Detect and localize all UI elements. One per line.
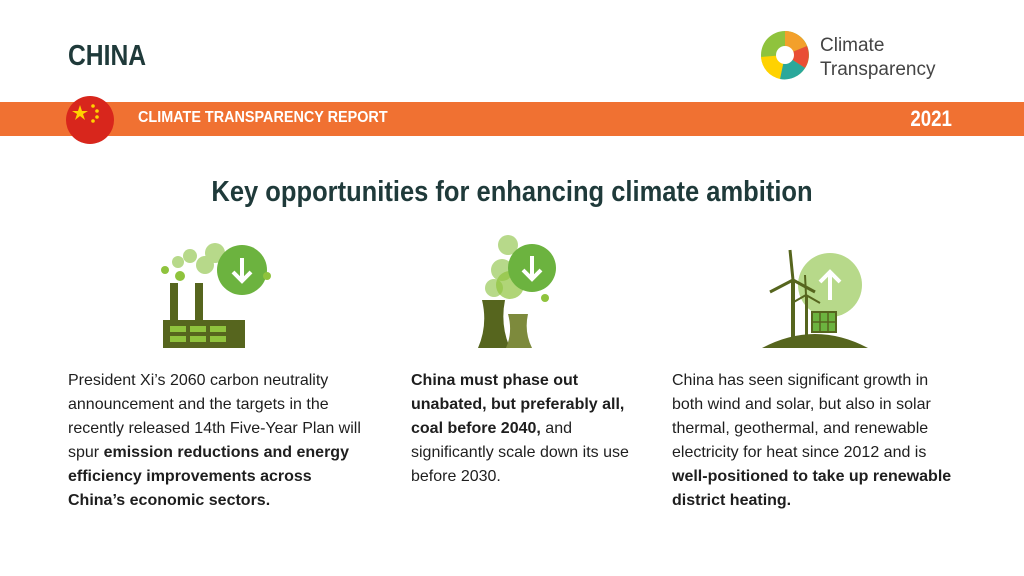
factory-icon <box>161 243 271 348</box>
column-text: President Xi’s 2060 carbon neutrality an… <box>68 369 368 513</box>
bold-text: China must phase out unabated, but prefe… <box>411 372 625 437</box>
text: and significantly scale down its use bef… <box>411 420 629 485</box>
banner-bar <box>0 102 1024 136</box>
bold-text: well-positioned to take up renewable dis… <box>672 468 952 509</box>
renewables-icon <box>762 249 868 348</box>
coal-plant-icon <box>478 235 556 348</box>
flag <box>66 96 114 144</box>
report-year: 2021 <box>910 106 952 131</box>
text: President Xi’s 2060 carbon neutrality an… <box>68 372 361 461</box>
logo-line: Transparency <box>820 59 936 80</box>
column-text: China has seen significant growth in bot… <box>672 369 962 513</box>
logo-mark <box>761 31 809 80</box>
flag-stars <box>72 104 99 123</box>
bold-text: emission reductions and energy efficienc… <box>68 444 349 509</box>
country-title: CHINA <box>68 40 147 72</box>
heading: Key opportunities for enhancing climate … <box>211 176 813 208</box>
logo-text: Climate Transparency <box>820 34 935 82</box>
report-title: CLIMATE TRANSPARENCY REPORT <box>138 109 388 126</box>
logo-line: Climate <box>820 35 885 56</box>
column-text: China must phase out unabated, but prefe… <box>411 369 631 489</box>
text: China has seen significant growth in bot… <box>672 372 931 461</box>
